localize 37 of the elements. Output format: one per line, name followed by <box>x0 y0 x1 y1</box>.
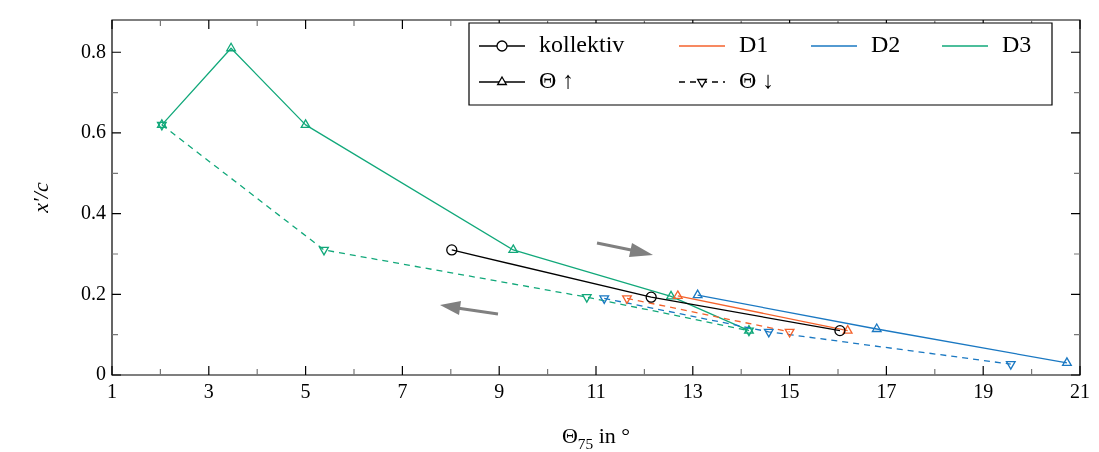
x-tick-label: 9 <box>494 380 505 403</box>
x-tick-label: 13 <box>682 380 703 403</box>
y-tick-label: 0.6 <box>81 120 106 143</box>
legend-label: D1 <box>739 31 769 58</box>
point <box>1061 357 1072 367</box>
y-tick-label: 0.4 <box>81 200 106 223</box>
x-tick-label: 21 <box>1070 380 1090 403</box>
point <box>1005 360 1016 370</box>
point <box>508 244 519 254</box>
x-tick-label: 1 <box>107 380 117 403</box>
legend-label: Θ ↓ <box>739 67 775 94</box>
x-tick-label: 19 <box>973 380 994 403</box>
y-tick-label: 0.8 <box>81 39 106 62</box>
point <box>581 293 592 303</box>
y-tick-label: 0.2 <box>81 281 106 304</box>
point <box>871 323 882 333</box>
legend-label: D2 <box>871 31 901 58</box>
point <box>599 295 610 304</box>
legend-label: kollektiv <box>539 31 625 58</box>
point <box>300 119 311 129</box>
point <box>446 244 458 256</box>
point <box>692 289 703 299</box>
point <box>645 291 657 303</box>
x-tick-label: 17 <box>876 380 897 403</box>
x-tick-label: 3 <box>203 380 214 403</box>
x-tick-label: 11 <box>586 380 606 403</box>
y-axis-title: x′/c <box>27 182 53 214</box>
legend-label: D3 <box>1002 31 1032 58</box>
point <box>226 42 237 52</box>
point <box>763 328 774 338</box>
point <box>319 246 329 256</box>
x-tick-label: 5 <box>300 380 311 403</box>
x-tick-label: 15 <box>779 380 800 403</box>
y-tick-label: 0 <box>96 362 106 385</box>
point <box>834 324 846 337</box>
x-tick-label: 7 <box>397 380 408 403</box>
legend-label: Θ ↑ <box>539 67 575 94</box>
